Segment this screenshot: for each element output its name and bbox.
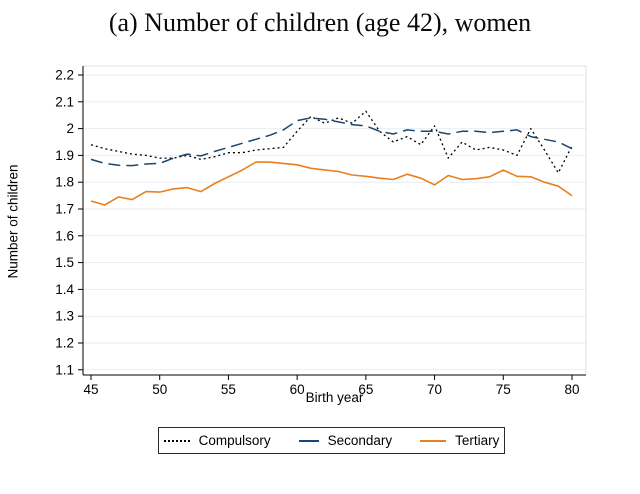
series-line-compulsory [90, 110, 573, 174]
y-tick-label: 2.1 [55, 94, 74, 109]
y-tick-label: 1.9 [55, 148, 74, 163]
secondary-line-swatch-icon [298, 439, 319, 442]
legend-label-tertiary: Tertiary [455, 433, 500, 448]
x-tick-label: 55 [221, 382, 236, 397]
x-tick-label: 65 [358, 382, 373, 397]
x-tick-label: 50 [152, 382, 167, 397]
legend-label-compulsory: Compulsory [198, 433, 271, 448]
y-tick-label: 1.7 [55, 202, 74, 217]
series-line-tertiary [90, 161, 573, 206]
x-tick-label: 75 [496, 382, 511, 397]
y-tick-label: 1.2 [55, 336, 74, 351]
y-tick-label: 2.2 [55, 68, 74, 83]
x-tick-label: 60 [290, 382, 305, 397]
y-axis-title: Number of children [5, 164, 21, 279]
legend: Compulsory Secondary Tertiary [158, 427, 505, 454]
x-tick-label: 45 [83, 382, 98, 397]
series-line-secondary [90, 117, 573, 167]
y-tick-label: 1.3 [55, 309, 74, 324]
compulsory-line-swatch-icon [163, 439, 190, 442]
y-tick-label: 1.5 [55, 255, 74, 270]
y-tick-label: 1.6 [55, 228, 74, 243]
x-tick-label: 80 [564, 382, 579, 397]
y-tick-label: 1.4 [55, 282, 74, 297]
x-axis-title: Birth year [305, 390, 364, 405]
legend-label-secondary: Secondary [327, 433, 393, 448]
tertiary-line-swatch-icon [420, 439, 447, 442]
y-tick-label: 2 [66, 121, 74, 136]
legend-item-tertiary: Tertiary [420, 433, 499, 448]
x-tick-label: 70 [427, 382, 442, 397]
y-tick-label: 1.8 [55, 175, 74, 190]
chart-title: (a) Number of children (age 42), women [108, 8, 532, 37]
y-tick-label: 1.1 [55, 362, 74, 377]
legend-item-compulsory: Compulsory [163, 433, 271, 448]
legend-item-secondary: Secondary [298, 433, 393, 448]
